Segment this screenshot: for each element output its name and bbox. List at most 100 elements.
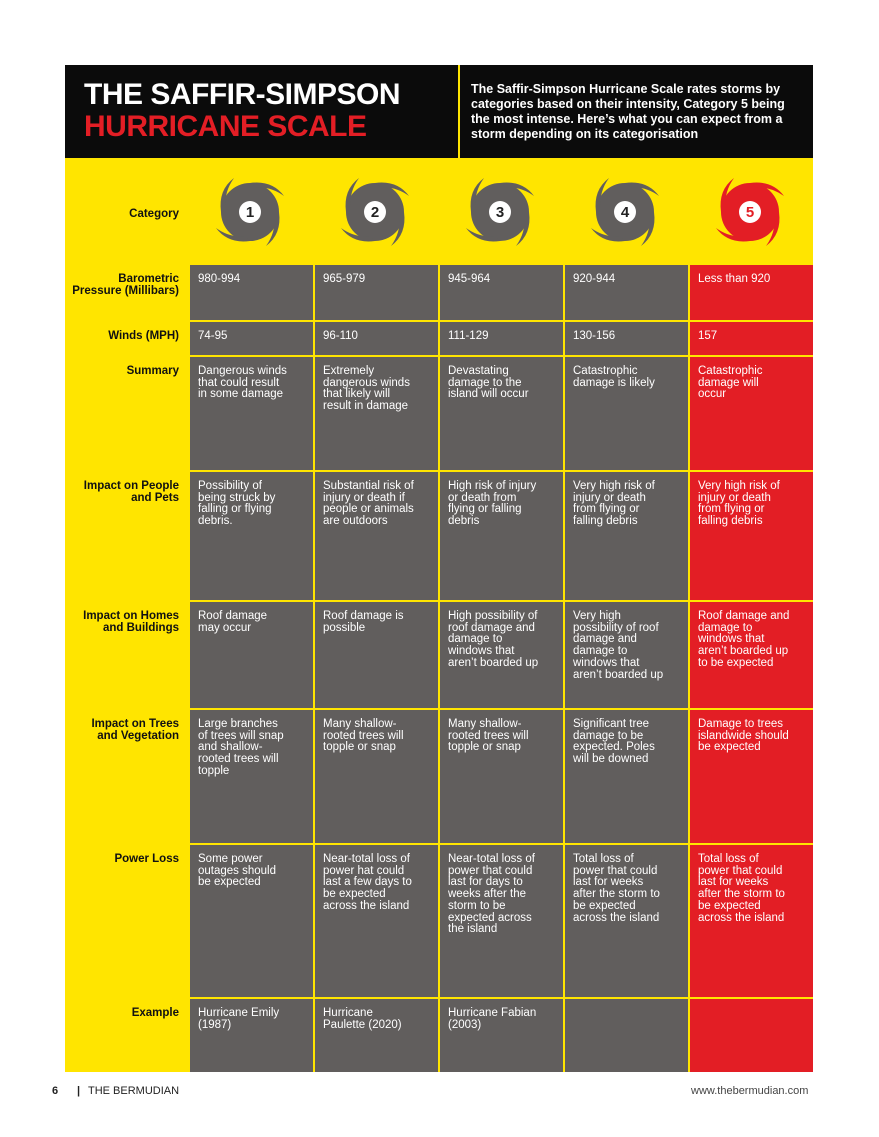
icon-part: [345, 178, 359, 212]
cell-text: Hurricane Paulette (2020): [323, 1007, 402, 1031]
panel: [65, 65, 813, 1072]
icon-part: [239, 201, 261, 223]
table-cell: Near-total loss of power that could last…: [440, 845, 563, 997]
cell-text: Hurricane Fabian (2003): [448, 1007, 537, 1031]
icon-part: [739, 201, 761, 223]
row-label: Barometric Pressure (Millibars): [72, 273, 179, 297]
table-cell: Catastrophic damage will occur: [690, 357, 813, 470]
table-cell: Hurricane Paulette (2020): [315, 999, 438, 1072]
table-cell: 130-156: [565, 322, 688, 355]
table-cell: Hurricane Fabian (2003): [440, 999, 563, 1072]
hurricane-icon: 2: [341, 178, 409, 246]
table-cell: Total loss of power that could last for …: [690, 845, 813, 997]
icon-part: [250, 182, 284, 196]
cell-text: Very high possibility of roof damage and…: [573, 610, 664, 681]
cell-text: 945-964: [448, 273, 491, 285]
table-cell: Many shallow-rooted trees will topple or…: [315, 710, 438, 843]
table-cell: 965-979: [315, 265, 438, 320]
icon-part: [364, 201, 386, 223]
table-cell: Possibility of being struck by falling o…: [190, 472, 313, 600]
cell-text: Roof damage may occur: [198, 610, 268, 634]
table-cell: Roof damage and damage to windows that a…: [690, 602, 813, 708]
table-cell: Significant tree damage to be expected. …: [565, 710, 688, 843]
cell-text: Total loss of power that could last for …: [698, 853, 785, 924]
cell-text: Damage to trees islandwide should be exp…: [698, 718, 789, 754]
cell-text: 920-944: [573, 273, 616, 285]
cell-text: Roof damage and damage to windows that a…: [698, 610, 790, 669]
table-cell: Large branches of trees will snap and sh…: [190, 710, 313, 843]
table-cell: Some power outages should be expected: [190, 845, 313, 997]
cell-text: Very high risk of injury or death from f…: [698, 480, 780, 528]
row-label: Winds (MPH): [108, 330, 179, 342]
table-cell: [690, 999, 813, 1072]
row-label: Power Loss: [114, 853, 179, 865]
icon-part: [375, 182, 409, 196]
separator: |: [77, 1085, 81, 1097]
cell-text: Significant tree damage to be expected. …: [573, 718, 655, 766]
icon-part: [266, 212, 280, 246]
icon-part: [341, 228, 375, 242]
publication: THE BERMUDIAN: [88, 1085, 180, 1097]
table-cell: Substantial risk of injury or death if p…: [315, 472, 438, 600]
table-cell: [565, 999, 688, 1072]
icon-part: [470, 178, 484, 212]
description: The Saffir-Simpson Hurricane Scale rates…: [471, 82, 785, 141]
table-cell: High possibility of roof damage and dama…: [440, 602, 563, 708]
cell-text: Less than 920: [698, 273, 771, 285]
hurricane-icon: 5: [716, 178, 784, 246]
icon-part: [216, 228, 250, 242]
url: www.thebermudian.com: [691, 1085, 809, 1097]
table-cell: Near-total loss of power hat could last …: [315, 845, 438, 997]
hurricane-icon: 3: [466, 178, 534, 246]
cell-text: Hurricane Emily (1987): [198, 1007, 280, 1031]
cell-text: Possibility of being struck by falling o…: [198, 480, 276, 528]
cell-text: Roof damage is possible: [323, 610, 404, 634]
title: THE SAFFIR-SIMPSON: [84, 78, 401, 111]
table-cell: Catastrophic damage is likely: [565, 357, 688, 470]
table-cell: 157: [690, 322, 813, 355]
cell-text: High risk of injury or death from flying…: [448, 480, 537, 528]
icon-part: [641, 212, 655, 246]
cell-text: Catastrophic damage is likely: [573, 365, 655, 389]
table-cell: Less than 920: [690, 265, 813, 320]
icon-part: [625, 182, 659, 196]
cell-text: Total loss of power that could last for …: [573, 853, 660, 924]
cell-text: 111-129: [448, 330, 489, 342]
divider: [458, 65, 460, 158]
cell-text: Near-total loss of power that could last…: [448, 853, 535, 936]
table-cell: 920-944: [565, 265, 688, 320]
cell-text: Catastrophic damage will occur: [698, 365, 763, 401]
cell-text: 130-156: [573, 330, 616, 342]
table-cell: Many shallow-rooted trees will topple or…: [440, 710, 563, 843]
header: [65, 65, 813, 158]
cell-text: 74-95: [198, 330, 228, 342]
table-cell: Roof damage is possible: [315, 602, 438, 708]
cell-text: Very high risk of injury or death from f…: [573, 480, 655, 528]
cell-text: Substantial risk of injury or death if p…: [323, 480, 414, 528]
title: HURRICANE SCALE: [84, 110, 367, 143]
icon-part: [500, 182, 534, 196]
icon-part: [716, 228, 750, 242]
row-label: Impact on Trees and Vegetation: [91, 718, 179, 742]
icon-part: [750, 182, 784, 196]
category-number: 2: [371, 204, 379, 221]
table-cell: Dangerous winds that could result in som…: [190, 357, 313, 470]
cell-text: 980-994: [198, 273, 241, 285]
category-number: 1: [246, 204, 254, 221]
icon-part: [516, 212, 530, 246]
category-number: 3: [496, 204, 504, 221]
row-label: Example: [131, 1007, 179, 1019]
row-label: Impact on Homes and Buildings: [83, 610, 179, 634]
table-cell: Devastating damage to the island will oc…: [440, 357, 563, 470]
icon-part: [489, 201, 511, 223]
table-cell: Roof damage may occur: [190, 602, 313, 708]
table-cell: Very high risk of injury or death from f…: [565, 472, 688, 600]
category-number: 4: [621, 204, 630, 221]
icon-part: [220, 178, 234, 212]
row-label: Summary: [126, 365, 179, 377]
table-cell: Hurricane Emily (1987): [190, 999, 313, 1072]
cell-text: Devastating damage to the island will oc…: [448, 365, 529, 401]
table-cell: 980-994: [190, 265, 313, 320]
cell-text: Large branches of trees will snap and sh…: [198, 718, 284, 777]
table-cell: 945-964: [440, 265, 563, 320]
